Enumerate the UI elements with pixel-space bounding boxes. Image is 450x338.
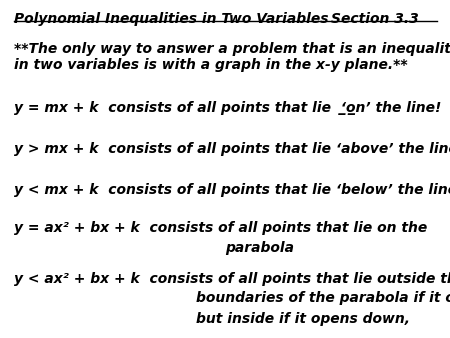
- Text: y > mx + k  consists of all points that lie ‘above’ the line!: y > mx + k consists of all points that l…: [14, 142, 450, 156]
- Text: parabola: parabola: [225, 241, 294, 255]
- Text: y = mx + k  consists of all points that lie  ‘̲o̲n’ the line!: y = mx + k consists of all points that l…: [14, 101, 441, 115]
- Text: **The only way to answer a problem that is an inequality
in two variables is wit: **The only way to answer a problem that …: [14, 42, 450, 72]
- Text: y < ax² + bx + k  consists of all points that lie outside the: y < ax² + bx + k consists of all points …: [14, 272, 450, 286]
- Text: but inside if it opens down,: but inside if it opens down,: [196, 312, 410, 325]
- Text: y < mx + k  consists of all points that lie ‘below’ the line!: y < mx + k consists of all points that l…: [14, 183, 450, 196]
- Text: Section 3.3: Section 3.3: [331, 12, 418, 26]
- Text: boundaries of the parabola if it opens up: boundaries of the parabola if it opens u…: [196, 291, 450, 305]
- Text: y = ax² + bx + k  consists of all points that lie on the: y = ax² + bx + k consists of all points …: [14, 221, 427, 235]
- Text: Polynomial Inequalities in Two Variables: Polynomial Inequalities in Two Variables: [14, 12, 328, 26]
